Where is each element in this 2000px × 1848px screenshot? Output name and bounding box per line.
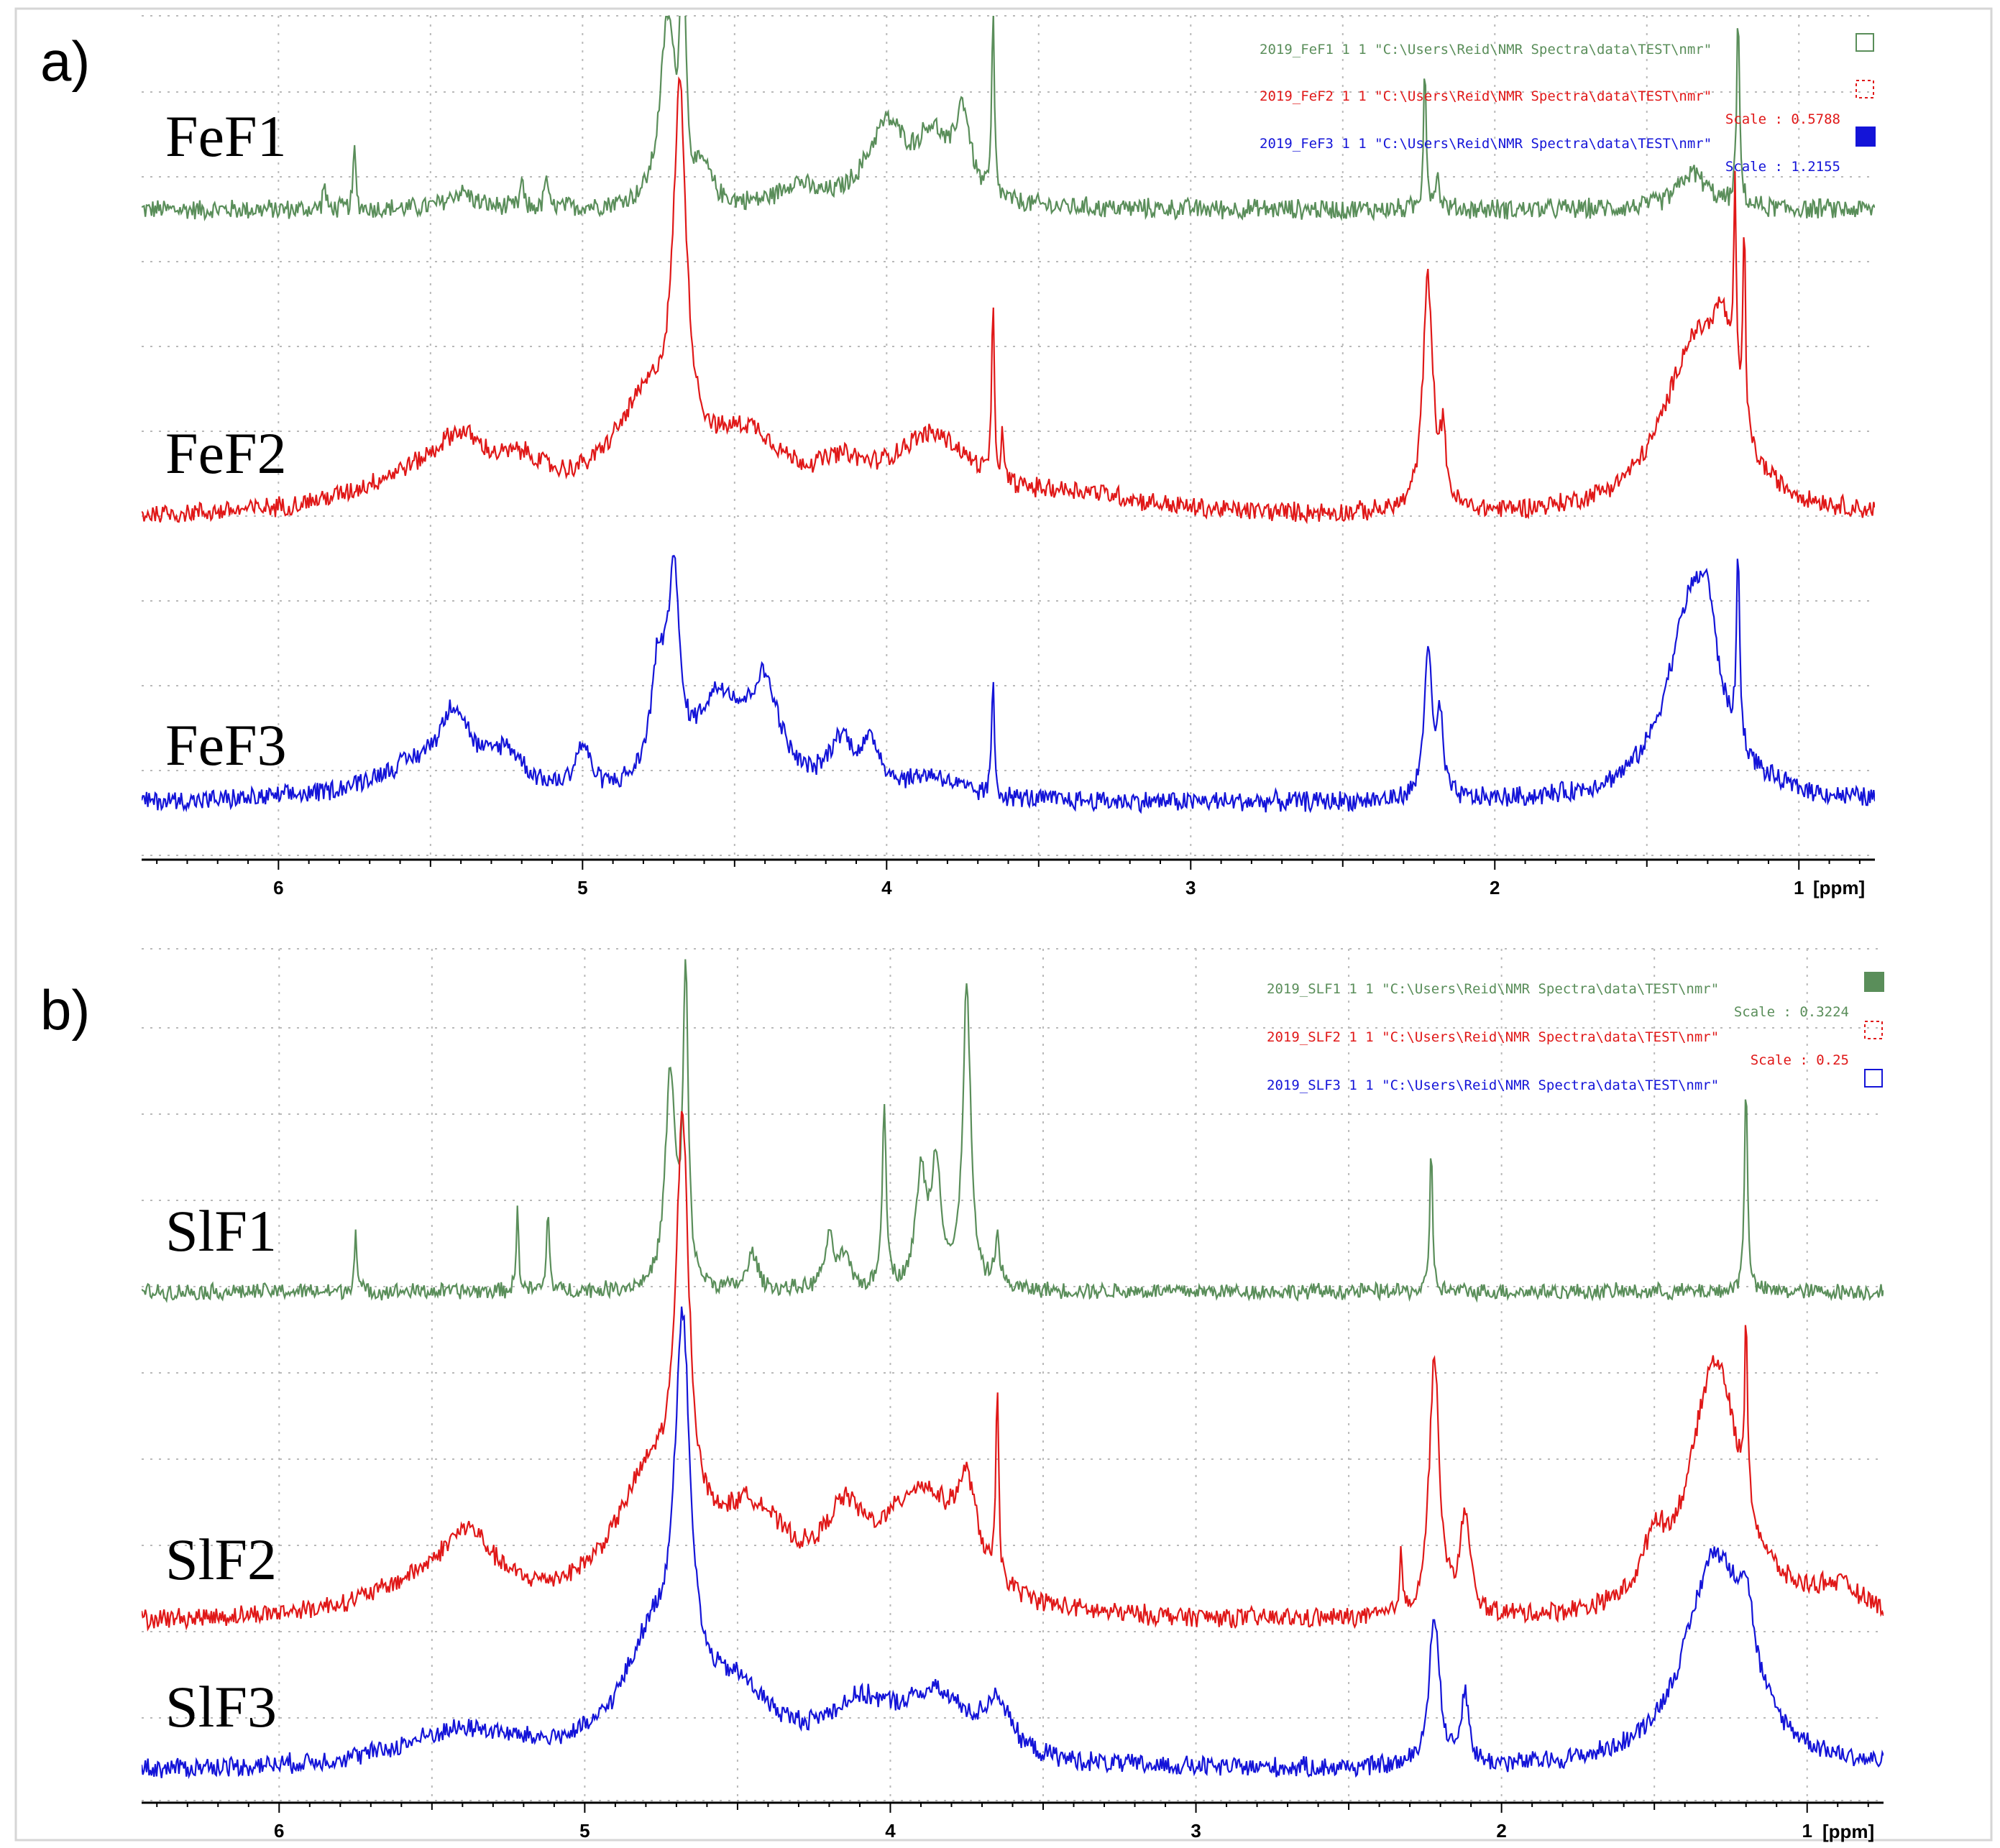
panel-b-traces bbox=[142, 959, 1884, 1780]
x-tick-label: 1 bbox=[1802, 1820, 1812, 1842]
x-tick-label: 3 bbox=[1191, 1820, 1201, 1842]
panel-a-series-label-fef3: FeF3 bbox=[165, 712, 287, 778]
trace-slf2 bbox=[142, 1111, 1884, 1632]
trace-fef1 bbox=[142, 16, 1875, 222]
panel-a-x-axis: 6 5 4 3 2 1 bbox=[142, 858, 1875, 898]
x-tick-label: 1 bbox=[1794, 877, 1804, 898]
legend-scale-slf2: Scale : 0.25 bbox=[1751, 1052, 1849, 1068]
legend-scale-slf1: Scale : 0.3224 bbox=[1734, 1004, 1849, 1020]
panel-b-series-label-slf1: SlF1 bbox=[165, 1198, 277, 1264]
legend-entry-slf3: 2019_SLF3 1 1 "C:\Users\Reid\NMR Spectra… bbox=[1267, 1077, 1719, 1093]
x-tick-label: 5 bbox=[579, 1820, 590, 1842]
x-tick-label: 2 bbox=[1490, 877, 1500, 898]
legend-box-slf3 bbox=[1864, 1069, 1883, 1088]
legend-box-fef2 bbox=[1855, 80, 1874, 98]
x-tick-label: 6 bbox=[273, 877, 283, 898]
panel-a: a) 6 5 4 3 2 1 [ppm] FeF1 FeF2 FeF3 2019_FeF1… bbox=[40, 15, 1876, 898]
legend-entry-slf1: 2019_SLF1 1 1 "C:\Users\Reid\NMR Spectra… bbox=[1267, 981, 1719, 997]
legend-scale-fef2: Scale : 0.5788 bbox=[1725, 111, 1840, 127]
trace-fef3 bbox=[142, 554, 1875, 814]
figure-frame bbox=[14, 7, 1993, 1842]
legend-box-fef3 bbox=[1855, 127, 1876, 147]
panel-b-series-label-slf2: SlF2 bbox=[165, 1527, 277, 1592]
panel-b-legend: 2019_SLF1 1 1 "C:\Users\Reid\NMR Spectra… bbox=[1267, 972, 1884, 1093]
panel-b-x-axis-label: [ppm] bbox=[1822, 1821, 1874, 1842]
trace-slf3 bbox=[142, 1306, 1884, 1780]
panel-b: b) 6 5 4 3 2 1 [ppm] SlF1 SlF2 SlF3 2019_SLF1… bbox=[40, 948, 1884, 1842]
legend-box-fef1 bbox=[1855, 33, 1874, 52]
panel-a-series-label-fef1: FeF1 bbox=[165, 104, 287, 169]
legend-entry-fef1: 2019_FeF1 1 1 "C:\Users\Reid\NMR Spectra… bbox=[1260, 42, 1712, 58]
legend-entry-fef3: 2019_FeF3 1 1 "C:\Users\Reid\NMR Spectra… bbox=[1260, 136, 1712, 152]
x-tick-label: 2 bbox=[1496, 1820, 1506, 1842]
x-tick-label: 6 bbox=[274, 1820, 284, 1842]
panel-a-series-label-fef2: FeF2 bbox=[165, 420, 287, 486]
x-tick-label: 4 bbox=[881, 877, 892, 898]
panel-a-traces bbox=[142, 16, 1875, 814]
panel-a-label: a) bbox=[40, 29, 90, 93]
trace-slf1 bbox=[142, 959, 1884, 1303]
panel-b-label: b) bbox=[40, 978, 90, 1042]
x-tick-label: 5 bbox=[577, 877, 587, 898]
panel-a-x-axis-label: [ppm] bbox=[1813, 877, 1865, 898]
legend-scale-fef3: Scale : 1.2155 bbox=[1725, 159, 1840, 175]
x-tick-label: 4 bbox=[885, 1820, 896, 1842]
legend-box-slf1 bbox=[1864, 972, 1884, 992]
panel-a-legend: 2019_FeF1 1 1 "C:\Users\Reid\NMR Spectra… bbox=[1260, 33, 1876, 175]
panel-b-x-axis: 6 5 4 3 2 1 bbox=[142, 1801, 1884, 1842]
trace-fef2 bbox=[142, 76, 1875, 525]
x-tick-label: 3 bbox=[1185, 877, 1196, 898]
legend-entry-fef2: 2019_FeF2 1 1 "C:\Users\Reid\NMR Spectra… bbox=[1260, 88, 1712, 104]
legend-entry-slf2: 2019_SLF2 1 1 "C:\Users\Reid\NMR Spectra… bbox=[1267, 1029, 1719, 1045]
panel-b-series-label-slf3: SlF3 bbox=[165, 1674, 277, 1739]
legend-box-slf2 bbox=[1864, 1021, 1883, 1039]
